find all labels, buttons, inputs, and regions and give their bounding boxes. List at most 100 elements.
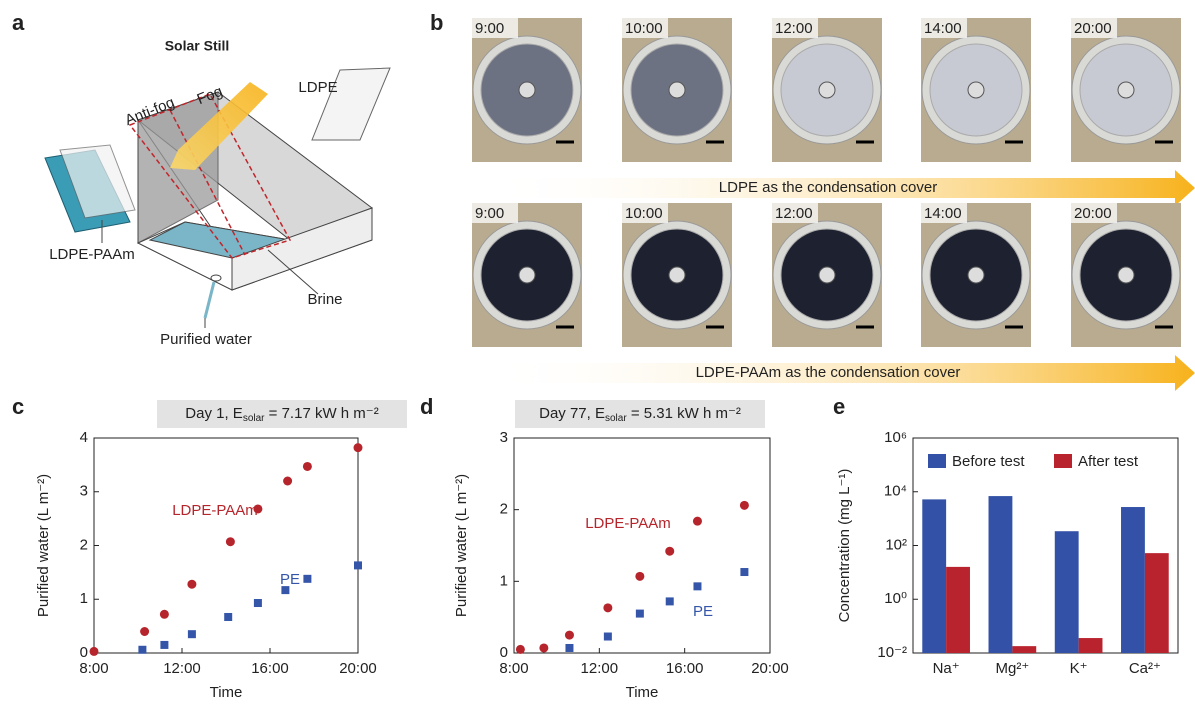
point <box>354 561 362 570</box>
time-label: 20:00 <box>1074 20 1112 37</box>
title-part: solar <box>605 413 627 424</box>
point <box>187 630 196 639</box>
time-label: 9:00 <box>475 205 504 222</box>
title-box <box>515 400 765 428</box>
photo-still <box>518 266 536 284</box>
photo-panel: 9:00 10:00 12:00 14:00 20:00 LDPE as the cond… <box>472 18 1195 391</box>
x-tick-label: 8:00 <box>79 660 108 677</box>
x-tick-label: Mg²⁺ <box>996 660 1030 677</box>
x-tick-label: 12:00 <box>581 660 619 677</box>
y-tick-label: 3 <box>80 483 88 500</box>
bar <box>1121 507 1145 653</box>
x-tick-label: 20:00 <box>751 660 789 677</box>
x-tick-label: K⁺ <box>1070 660 1088 677</box>
diagram-title: Solar Still <box>165 38 230 54</box>
legend-label: After test <box>1078 453 1139 470</box>
point <box>353 443 363 453</box>
point <box>565 643 574 652</box>
series-label: LDPE-PAAm <box>585 515 671 532</box>
time-box <box>1071 18 1117 38</box>
y-tick-label: 1 <box>80 590 88 607</box>
photo-still <box>1117 266 1135 284</box>
photo-still <box>668 81 686 99</box>
time-label: 9:00 <box>475 20 504 37</box>
y-tick-label: 0 <box>80 644 88 661</box>
bar <box>988 496 1013 653</box>
point <box>160 640 169 649</box>
point <box>159 609 169 619</box>
time-box <box>472 203 518 223</box>
photo-still <box>967 266 985 284</box>
point <box>253 504 263 514</box>
point <box>281 586 290 595</box>
time-box <box>921 18 967 38</box>
photo-still <box>518 81 536 99</box>
legend-label: Before test <box>952 453 1025 470</box>
title-part: = 7.17 kW h m⁻² <box>265 405 379 422</box>
x-tick-label: Ca²⁺ <box>1129 660 1161 677</box>
point <box>225 537 235 547</box>
bar <box>1054 531 1079 653</box>
diagram-label: Purified water <box>160 331 252 348</box>
chart-title: Day 77, Esolar = 5.31 kW h m⁻² <box>539 405 741 424</box>
point <box>224 612 233 621</box>
time-box <box>472 18 518 38</box>
x-tick-label: Na⁺ <box>933 660 960 677</box>
point <box>635 571 645 581</box>
y-tick-label: 2 <box>500 501 508 518</box>
x-axis-label: Time <box>210 684 243 701</box>
point <box>739 500 749 510</box>
bar <box>946 566 970 653</box>
photo-still <box>1117 81 1135 99</box>
time-label: 12:00 <box>775 20 813 37</box>
diagram-label: Brine <box>307 291 342 308</box>
point <box>665 597 674 606</box>
bar <box>1078 638 1103 653</box>
panel-label: e <box>833 394 845 419</box>
x-axis-label: Time <box>626 684 659 701</box>
arrow-caption: LDPE-PAAm as the condensation cover <box>696 364 961 381</box>
panel-label: b <box>430 10 443 35</box>
title-box <box>157 400 407 428</box>
y-axis-label: Concentration (mg L⁻¹) <box>836 469 853 623</box>
y-tick-label: 10⁶ <box>884 429 907 446</box>
arrow-caption: LDPE as the condensation cover <box>719 179 937 196</box>
series-label: PE <box>280 571 300 588</box>
y-tick-label: 10⁻² <box>877 644 907 661</box>
point <box>253 599 262 608</box>
x-tick-label: 16:00 <box>251 660 289 677</box>
point <box>138 645 147 654</box>
time-label: 12:00 <box>775 205 813 222</box>
point <box>740 568 749 577</box>
photo-still <box>668 266 686 284</box>
bar <box>1144 553 1169 653</box>
bar <box>1012 646 1037 653</box>
title-part: Day 1, E <box>185 405 243 422</box>
panel-label: d <box>420 394 433 419</box>
title-part: = 5.31 kW h m⁻² <box>627 405 741 422</box>
time-box <box>772 203 818 223</box>
y-tick-label: 10⁰ <box>884 590 907 607</box>
x-tick-label: 16:00 <box>666 660 704 677</box>
y-axis-label: Purified water (L m⁻²) <box>453 474 470 617</box>
arrow <box>488 170 1195 206</box>
y-tick-label: 3 <box>500 429 508 446</box>
point <box>603 632 612 641</box>
point <box>564 630 574 640</box>
point <box>515 644 525 654</box>
diagram-label: LDPE-PAAm <box>49 246 135 263</box>
point <box>302 461 312 471</box>
point <box>283 476 293 486</box>
time-label: 20:00 <box>1074 205 1112 222</box>
photo-still <box>818 81 836 99</box>
panel-label: c <box>12 394 24 419</box>
chart-title: Day 1, Esolar = 7.17 kW h m⁻² <box>185 405 378 424</box>
diagram-label: LDPE <box>298 79 337 96</box>
y-axis-label: Purified water (L m⁻²) <box>35 474 52 617</box>
x-tick-label: 12:00 <box>163 660 201 677</box>
point <box>140 627 150 636</box>
x-tick-label: 8:00 <box>499 660 528 677</box>
point <box>635 609 644 618</box>
y-tick-label: 10² <box>885 536 907 553</box>
y-tick-label: 10⁴ <box>884 483 907 500</box>
